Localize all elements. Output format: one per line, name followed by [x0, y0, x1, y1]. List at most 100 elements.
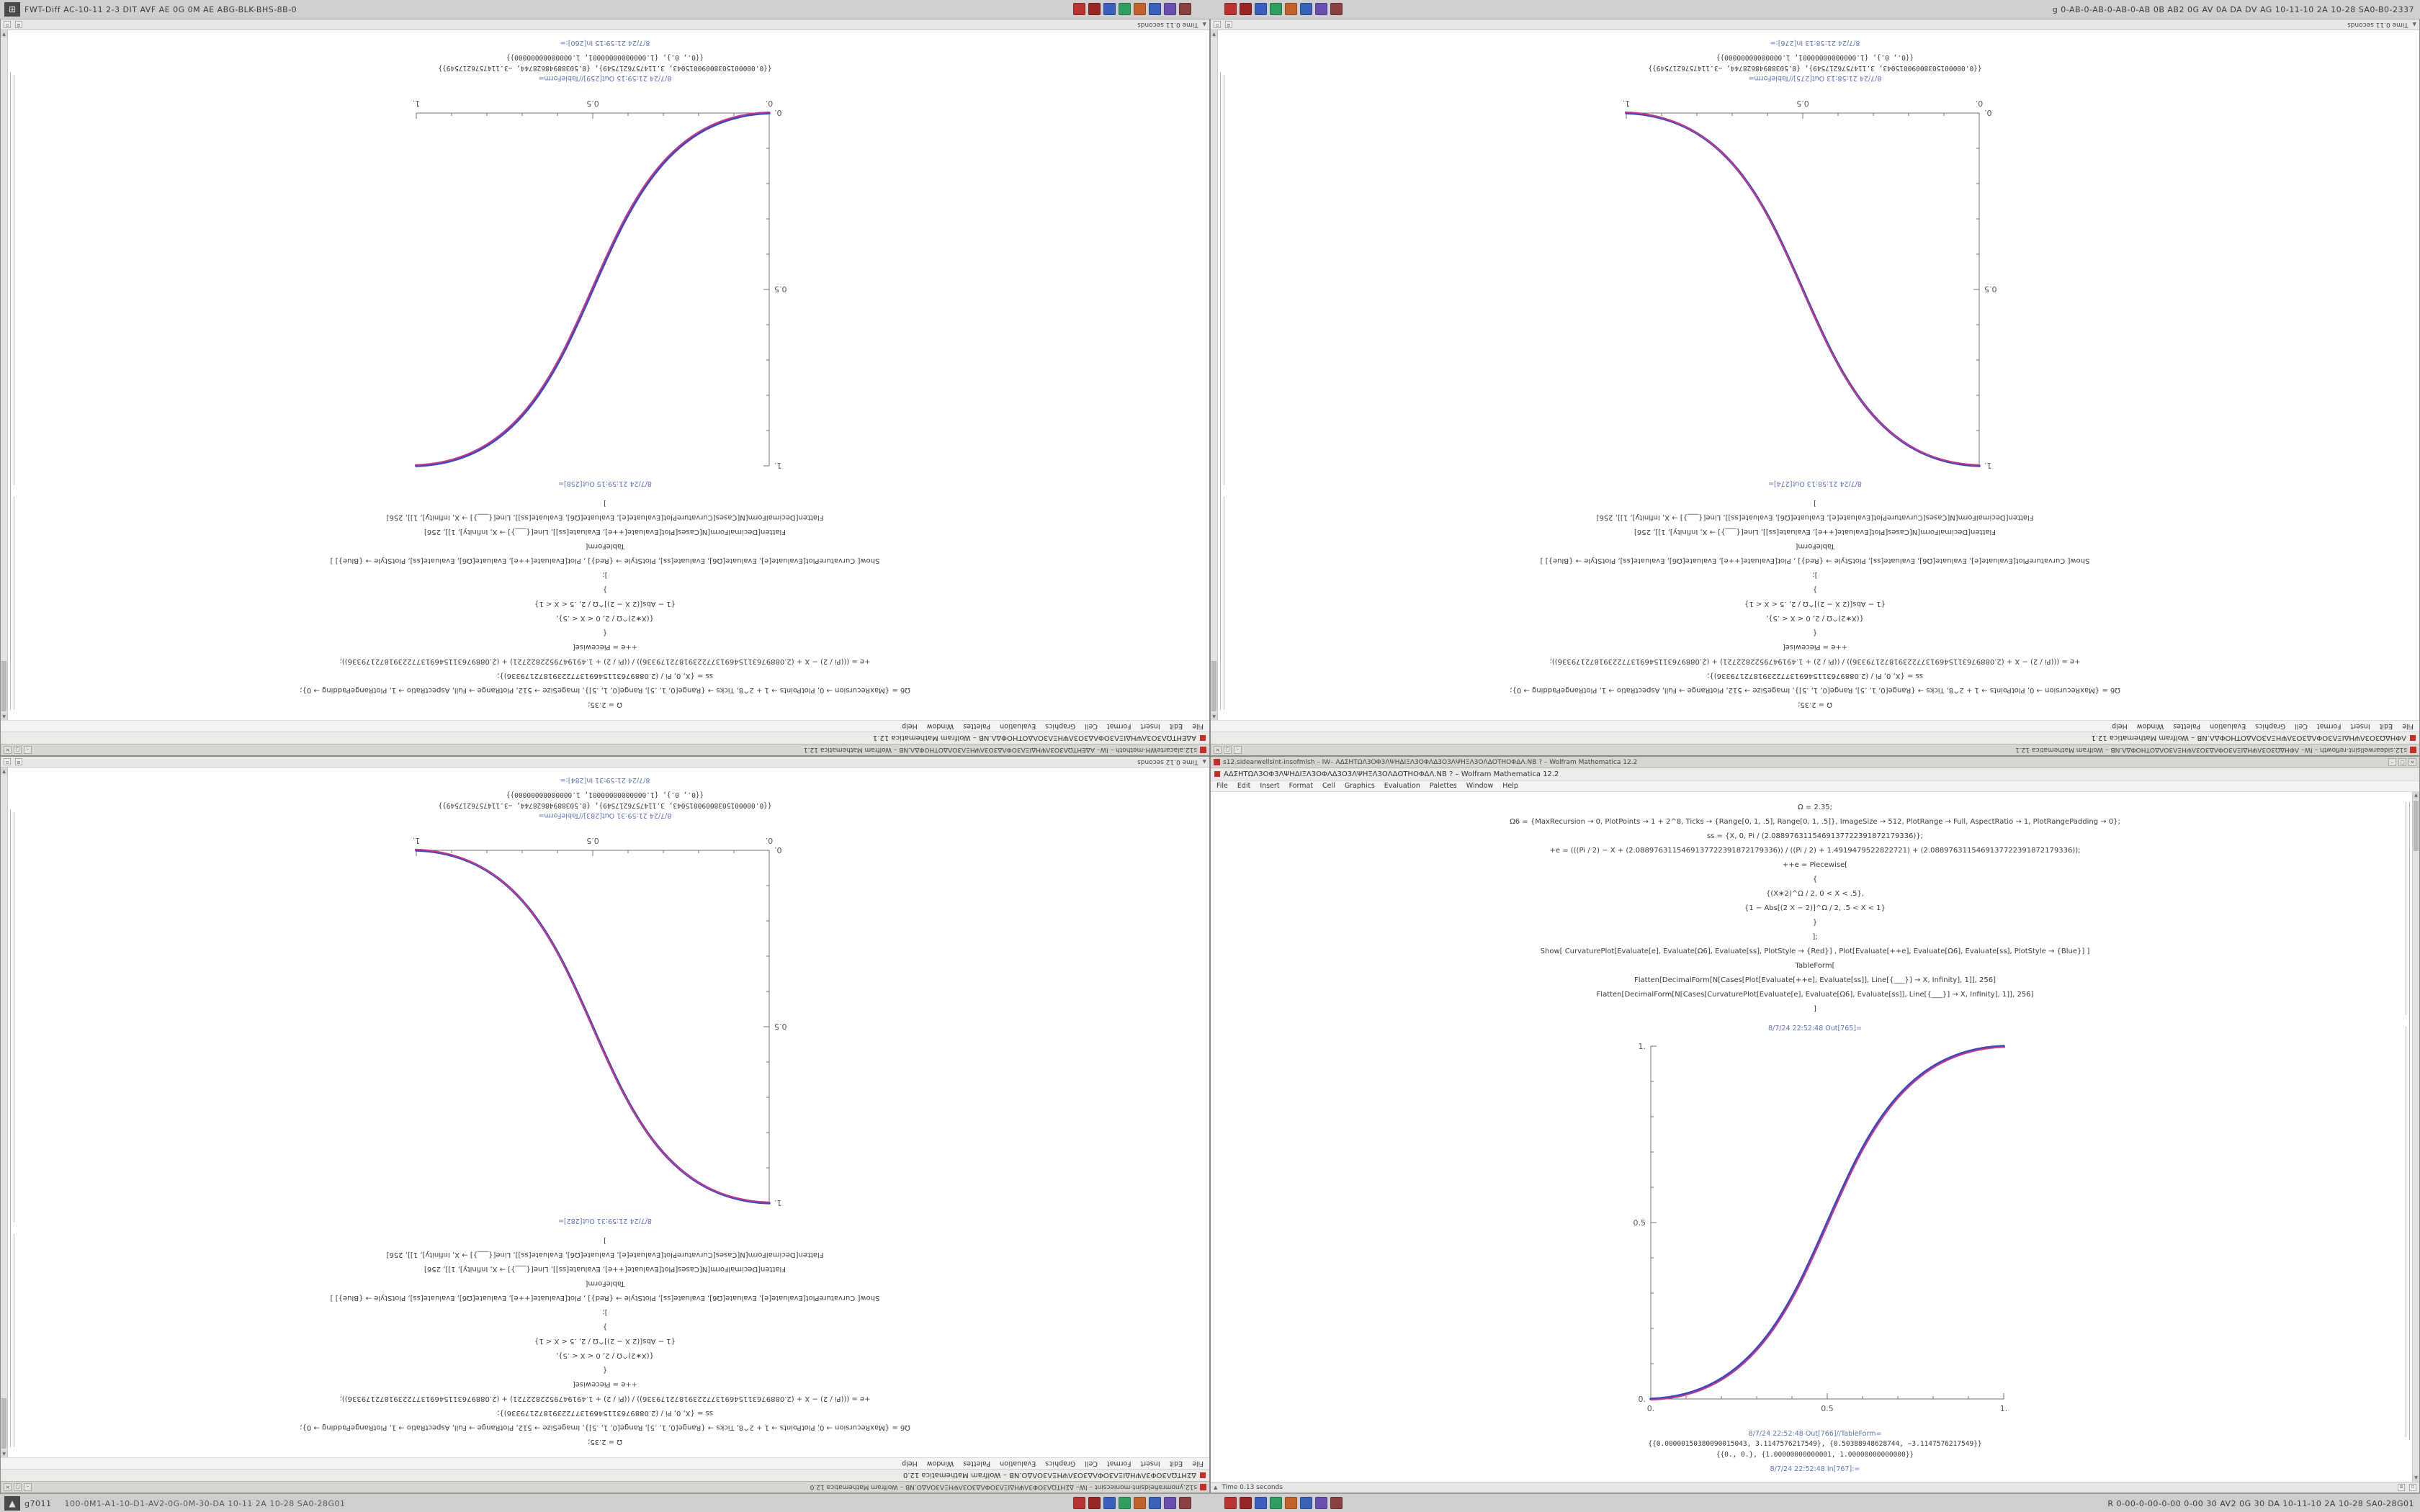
blue-app-icon[interactable]: [1255, 3, 1267, 15]
menu-evaluation[interactable]: Evaluation: [1000, 1459, 1036, 1467]
input-cell-line[interactable]: {(X∗2)^Ω / 2, 0 < X < .5},: [1766, 890, 1864, 898]
input-cell-line[interactable]: {(X∗2)^Ω / 2, 0 < X < .5},: [556, 614, 654, 622]
menu-window[interactable]: Window: [926, 1459, 954, 1467]
input-cell-line[interactable]: TableForm[: [1795, 962, 1835, 970]
mathematica-red-icon[interactable]: [1224, 3, 1237, 15]
violet-app-icon[interactable]: [1164, 1497, 1176, 1509]
menu-format[interactable]: Format: [1289, 782, 1314, 790]
input-cell-line[interactable]: TableForm[: [585, 1279, 625, 1287]
maximize-button[interactable]: ▢: [2398, 758, 2406, 766]
window-title-bar[interactable]: ΑΔΕΗΤΩΛ3Ο3ΛΨΗΔΙΞΛ3ΟΦΛΔ3Ο3ΛΨΗΞΛ3ΟΛΔΟΤΗΟΦΔ…: [1, 732, 1209, 744]
violet-app-icon[interactable]: [1164, 3, 1176, 15]
mathematica-red-icon[interactable]: [1224, 1497, 1237, 1509]
menu-help[interactable]: Help: [2112, 722, 2128, 730]
menu-graphics[interactable]: Graphics: [1045, 722, 1076, 730]
scrollbar-thumb[interactable]: [1, 1398, 6, 1449]
input-cell-line[interactable]: Flatten[DecimalForm[N[Cases[CurvaturePlo…: [386, 1251, 824, 1259]
minimize-button[interactable]: –: [24, 746, 32, 754]
orange-app-icon[interactable]: [1285, 3, 1297, 15]
dark-red-app-icon[interactable]: [1088, 3, 1101, 15]
input-cell-line[interactable]: ]: [1814, 1005, 1816, 1013]
menu-evaluation[interactable]: Evaluation: [1384, 782, 1420, 790]
input-cell-line[interactable]: {1 − Abs[(2 X − 2)]^Ω / 2, .5 < X < 1}: [1744, 600, 1886, 608]
menu-help[interactable]: Help: [1502, 782, 1518, 790]
input-cell-line[interactable]: ]: [604, 1236, 606, 1244]
scrollbar-thumb[interactable]: [1211, 661, 1216, 711]
input-cell-line[interactable]: {: [1812, 876, 1818, 883]
green-app-icon[interactable]: [1270, 3, 1282, 15]
window-tab-bar[interactable]: s12.sidearwellsint-reflowth – lW– ΛΦΗΔΩ3…: [1211, 744, 2419, 755]
menu-edit[interactable]: Edit: [2379, 722, 2393, 730]
menu-evaluation[interactable]: Evaluation: [1000, 722, 1036, 730]
input-cell-line[interactable]: Flatten[DecimalForm[N[Cases[CurvaturePlo…: [1596, 991, 2034, 999]
steel-blue-app-icon[interactable]: [1300, 1497, 1312, 1509]
input-cell-line[interactable]: ++e = Piecewise[: [1782, 861, 1848, 869]
input-cell-line[interactable]: Ω6 = {MaxRecursion → 0, PlotPoints → 1 +…: [300, 686, 910, 694]
input-cell-line[interactable]: +e = (((Pi / 2) − X + (2.088976311546913…: [339, 657, 871, 665]
magnification-control-icon[interactable]: ⊞: [15, 21, 22, 28]
input-cell-line[interactable]: +e = (((Pi / 2) − X + (2.088976311546913…: [339, 1395, 871, 1403]
menu-file[interactable]: File: [2402, 722, 2414, 730]
close-button[interactable]: ✕: [2408, 758, 2416, 766]
menu-format[interactable]: Format: [1106, 1459, 1131, 1467]
violet-app-icon[interactable]: [1315, 3, 1327, 15]
menu-file[interactable]: File: [1192, 1459, 1204, 1467]
green-app-icon[interactable]: [1119, 3, 1131, 15]
window-tab-bar[interactable]: s12.alacarteWH-methoth – lW– ΑΔΕΗΤΩΛ3Ο3Λ…: [1, 744, 1209, 755]
input-cell-line[interactable]: ]: [1814, 499, 1816, 507]
menu-cell[interactable]: Cell: [1085, 1459, 1098, 1467]
vertical-scrollbar[interactable]: ▲ ▼: [2412, 792, 2419, 1482]
menu-graphics[interactable]: Graphics: [2255, 722, 2286, 730]
scroll-up-icon[interactable]: ▲: [2413, 792, 2419, 799]
input-cell-line[interactable]: Show[ CurvaturePlot[Evaluate[e], Evaluat…: [1540, 557, 2090, 564]
maximize-button[interactable]: ▢: [1224, 746, 1232, 754]
scroll-up-icon[interactable]: ▲: [1, 1450, 7, 1457]
cell-bracket[interactable]: [2409, 802, 2410, 1440]
input-cell-line[interactable]: Flatten[DecimalForm[N[Cases[Plot[Evaluat…: [424, 528, 786, 536]
menu-cell[interactable]: Cell: [1322, 782, 1335, 790]
input-cell-line[interactable]: Flatten[DecimalForm[N[Cases[Plot[Evaluat…: [1634, 976, 1996, 984]
green-app-icon[interactable]: [1270, 1497, 1282, 1509]
close-button[interactable]: ✕: [1214, 746, 1222, 754]
input-cell-line[interactable]: Show[ CurvaturePlot[Evaluate[e], Evaluat…: [330, 557, 880, 564]
input-cell-line[interactable]: {1 − Abs[(2 X − 2)]^Ω / 2, .5 < X < 1}: [534, 600, 676, 608]
menu-file[interactable]: File: [1216, 782, 1228, 790]
window-grip-icon[interactable]: ⊡: [4, 758, 11, 765]
maximize-button[interactable]: ▢: [14, 1483, 22, 1491]
input-cell-line[interactable]: Flatten[DecimalForm[N[Cases[Plot[Evaluat…: [1634, 528, 1996, 536]
maximize-button[interactable]: ▢: [14, 746, 22, 754]
menu-edit[interactable]: Edit: [1169, 722, 1183, 730]
scroll-down-icon[interactable]: ▼: [1, 768, 7, 775]
window-title-bar[interactable]: ΔΣΗΤΩΛ3ΟΦ3ΛΨΗΔΙΞΛ3ΟΦΛΔ3Ο3ΛΨΗΞΛ3ΟΛΔΟ.NB –…: [1, 1469, 1209, 1481]
menu-help[interactable]: Help: [902, 1459, 918, 1467]
input-cell-line[interactable]: {: [1812, 629, 1818, 636]
menu-palettes[interactable]: Palettes: [2173, 722, 2201, 730]
menu-palettes[interactable]: Palettes: [1429, 782, 1457, 790]
magnification-control-icon[interactable]: ⊞: [2398, 1484, 2405, 1491]
input-cell-line[interactable]: ];: [1812, 933, 1818, 941]
magnification-control-icon[interactable]: ⊞: [15, 758, 22, 765]
input-cell-line[interactable]: TableForm[: [1795, 542, 1835, 550]
menu-palettes[interactable]: Palettes: [963, 722, 991, 730]
input-cell-line[interactable]: Ω6 = {MaxRecursion → 0, PlotPoints → 1 +…: [1510, 686, 2120, 694]
expand-chip-icon[interactable]: ▲: [4, 1496, 20, 1511]
scroll-down-icon[interactable]: ▼: [1, 30, 7, 37]
status-marker-icon[interactable]: ▲: [1214, 1485, 1218, 1490]
input-cell-line[interactable]: {(X∗2)^Ω / 2, 0 < X < .5},: [556, 1351, 654, 1359]
window-title-bar[interactable]: ΛΦΗΔΩ3Ο3ΛΨΗΔΙΞΛ3ΟΦΛΔ3Ο3ΛΨΗΞΛ3ΟΛΔΟΤΗΟΦΔΛ.…: [1211, 732, 2419, 744]
input-cell-line[interactable]: Flatten[DecimalForm[N[Cases[CurvaturePlo…: [386, 513, 824, 521]
orange-app-icon[interactable]: [1134, 1497, 1146, 1509]
input-cell-line[interactable]: {1 − Abs[(2 X − 2)]^Ω / 2, .5 < X < 1}: [1744, 904, 1886, 912]
input-cell-line[interactable]: ss = {X, 0, Pi / (2.08897631154691377223…: [496, 672, 714, 680]
input-cell-line[interactable]: ++e = Piecewise[: [1782, 643, 1848, 651]
blue-app-icon[interactable]: [1255, 1497, 1267, 1509]
blue-app-icon[interactable]: [1103, 3, 1116, 15]
mathematica-red-icon[interactable]: [1073, 3, 1085, 15]
window-title-bar[interactable]: ΑΔΣΗΤΩΛ3ΟΦ3ΛΨΗΔΙΞΛ3ΟΦΛΔ3Ο3ΛΨΗΞΛ3ΟΛΔΟΤΗΟΦ…: [1211, 768, 2419, 780]
window-grip-icon[interactable]: ⊡: [1214, 21, 1221, 28]
menu-format[interactable]: Format: [1106, 722, 1131, 730]
close-button[interactable]: ✕: [4, 1483, 12, 1491]
window-grip-icon[interactable]: ⊡: [2409, 1484, 2416, 1491]
vertical-scrollbar[interactable]: ▲ ▼: [1211, 30, 1218, 720]
input-cell-line[interactable]: }: [602, 585, 608, 593]
